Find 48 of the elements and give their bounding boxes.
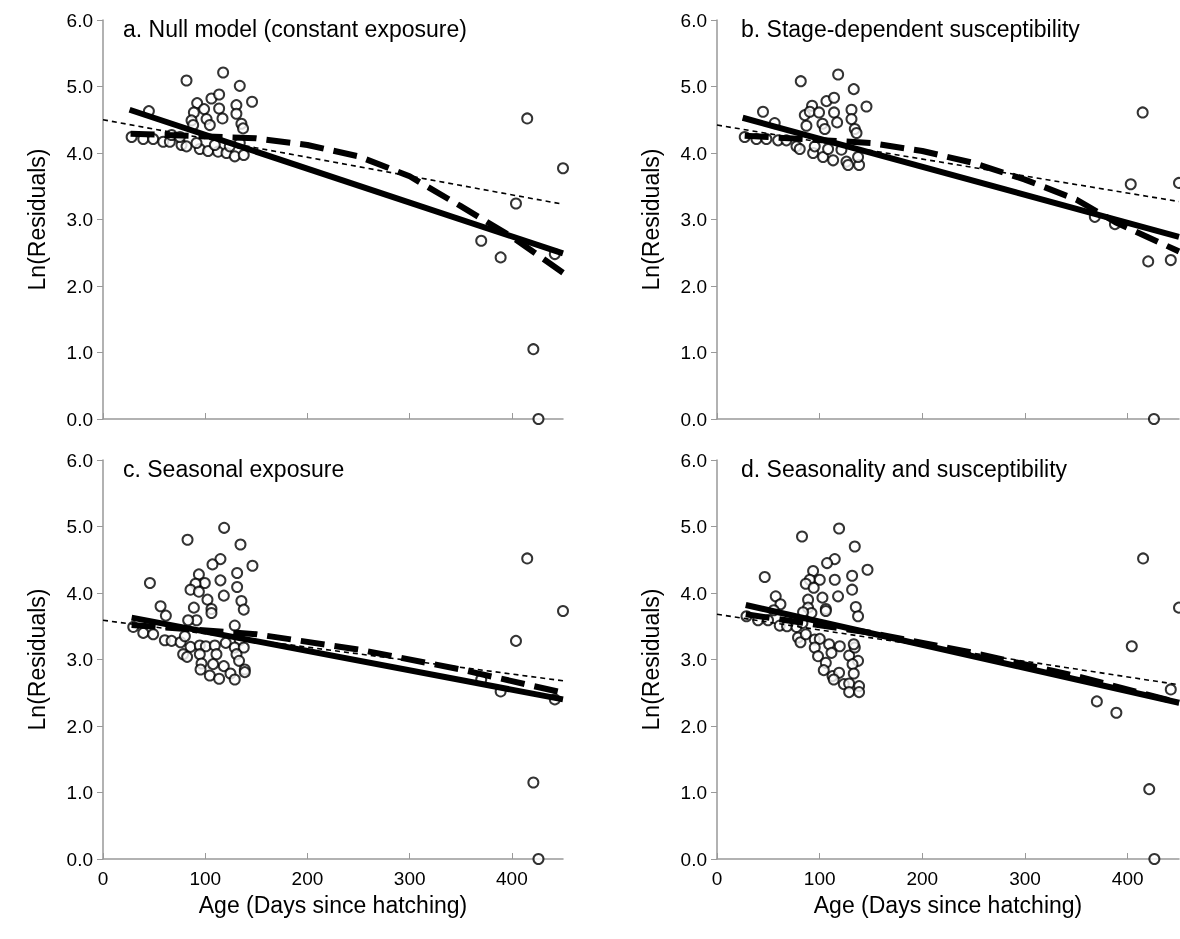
x-tick-label: 200 [906, 868, 939, 889]
x-tick-label: 400 [1111, 868, 1144, 889]
y-tick-label: 2.0 [680, 715, 707, 737]
y-tick-label: 3.0 [680, 649, 707, 670]
y-axis-title: Ln(Residuals) [637, 588, 664, 731]
y-tick-label: 6.0 [680, 449, 707, 471]
y-axis-title: Ln(Residuals) [23, 148, 50, 291]
chart-title: b. Stage-dependent susceptibility [741, 15, 1081, 42]
y-tick-label: 0.0 [680, 408, 707, 430]
x-tick-label: 0 [97, 868, 109, 889]
y-tick-label: 1.0 [66, 342, 93, 363]
x-axis-title: Age (Days since hatching) [198, 891, 468, 918]
x-tick-label: 300 [1009, 868, 1041, 889]
y-tick-label: 1.0 [680, 342, 707, 363]
x-tick-label: 300 [393, 868, 426, 889]
x-tick-label: 0 [711, 868, 723, 889]
y-tick-label: 4.0 [66, 582, 93, 604]
y-tick-label: 0.0 [66, 408, 93, 430]
y-tick-label: 2.0 [66, 715, 93, 737]
y-tick-label: 5.0 [680, 76, 707, 97]
x-tick-label: 100 [803, 868, 836, 889]
y-tick-label: 3.0 [66, 209, 93, 230]
y-tick-label: 5.0 [680, 516, 707, 537]
y-tick-label: 6.0 [66, 449, 93, 471]
x-tick-label: 100 [189, 868, 222, 889]
y-tick-label: 2.0 [680, 275, 707, 297]
y-tick-label: 4.0 [66, 142, 93, 164]
y-tick-label: 4.0 [680, 142, 707, 164]
y-tick-label: 1.0 [66, 782, 93, 803]
y-tick-label: 0.0 [66, 848, 93, 870]
x-tick-label: 400 [496, 868, 528, 889]
y-tick-label: 6.0 [680, 9, 707, 31]
y-axis-title: Ln(Residuals) [23, 588, 50, 731]
y-tick-label: 2.0 [66, 275, 93, 297]
chart-title: c. Seasonal exposure [123, 455, 345, 482]
y-tick-label: 5.0 [66, 516, 93, 537]
y-tick-label: 0.0 [680, 848, 707, 870]
chart-title: d. Seasonality and susceptibility [741, 455, 1068, 482]
y-tick-label: 3.0 [680, 209, 707, 230]
y-tick-label: 6.0 [66, 9, 93, 31]
y-tick-label: 4.0 [680, 582, 707, 604]
chart-title: a. Null model (constant exposure) [123, 15, 467, 42]
y-axis-title: Ln(Residuals) [637, 148, 664, 291]
y-tick-label: 1.0 [680, 782, 707, 803]
y-tick-label: 5.0 [66, 76, 93, 97]
x-axis-title: Age (Days since hatching) [813, 891, 1083, 918]
x-tick-label: 200 [291, 868, 324, 889]
y-tick-label: 3.0 [66, 649, 93, 670]
